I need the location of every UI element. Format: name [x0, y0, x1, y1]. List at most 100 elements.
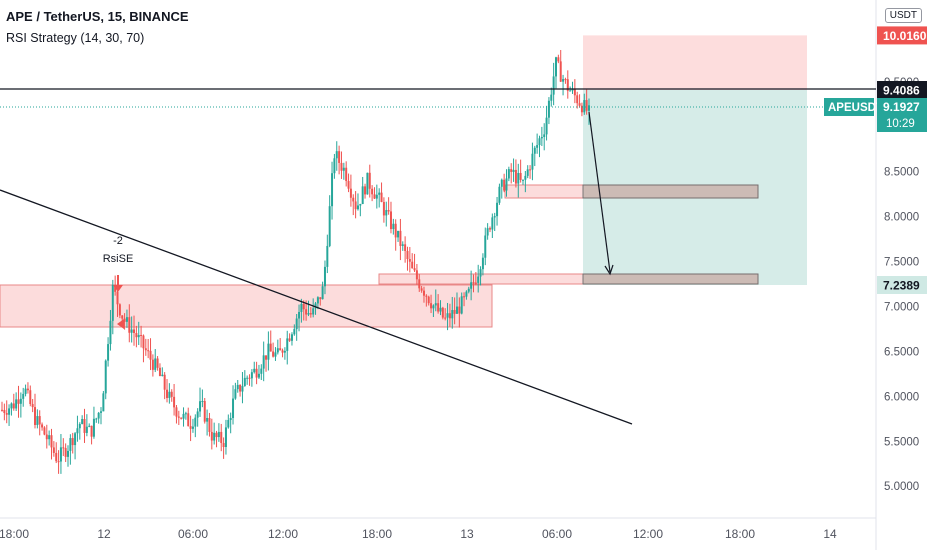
currency-button[interactable]: USDT — [884, 8, 922, 23]
candle-body — [319, 297, 322, 300]
candle-body — [385, 210, 388, 216]
candle-body — [484, 235, 487, 258]
candle-body — [290, 334, 293, 341]
x-axis[interactable]: 18:00 12 06:00 12:00 18:00 13 06:00 12:00 18:00 1… — [0, 527, 837, 541]
candle-body — [373, 194, 376, 199]
candle-body — [26, 388, 29, 391]
candle-body — [432, 305, 435, 309]
candle-body — [52, 447, 55, 453]
candle-body — [274, 352, 277, 357]
projection-arrowhead — [604, 264, 614, 276]
candle-body — [135, 333, 138, 338]
candle-body — [67, 450, 70, 457]
candle-body — [255, 368, 258, 378]
candle-body — [125, 317, 128, 322]
candle-body — [354, 201, 357, 210]
candle-body — [479, 269, 482, 277]
y-tick-label: 8.5000 — [884, 167, 919, 179]
target-price-label: 7.2389 — [883, 279, 920, 293]
candle-body — [316, 297, 319, 304]
candle-body — [458, 306, 461, 314]
indicator-label[interactable]: RSI Strategy (14, 30, 70) — [6, 31, 145, 45]
candle-body — [467, 288, 470, 292]
candle-body — [12, 403, 15, 409]
candle-body — [288, 338, 291, 341]
candle-body — [571, 88, 574, 91]
y-tick-label: 5.0000 — [884, 481, 919, 493]
candle-body — [309, 313, 312, 315]
candle-body — [580, 105, 583, 113]
candle-body — [455, 306, 458, 314]
candle-body — [465, 291, 468, 297]
candle-body — [199, 401, 202, 412]
candle-body — [451, 309, 454, 319]
candle-body — [227, 420, 230, 428]
candle-body — [116, 291, 119, 305]
candle-body — [397, 230, 400, 238]
candle-body — [437, 303, 440, 312]
candle-body — [517, 172, 520, 184]
candle-body — [170, 391, 173, 397]
entry-price-label: 9.4086 — [883, 84, 920, 98]
candle-body — [305, 309, 308, 315]
candle-body — [505, 178, 508, 191]
candle-body — [154, 358, 157, 370]
candle-body — [220, 431, 223, 444]
candle-body — [439, 307, 442, 312]
candle-body — [486, 228, 489, 236]
candle-body — [104, 360, 107, 394]
candle-body — [140, 334, 143, 336]
candle-body — [201, 401, 204, 403]
candle-body — [477, 276, 480, 283]
y-tick-label: 5.5000 — [884, 436, 919, 448]
target-price-label-bg — [877, 276, 927, 294]
candle-body — [326, 245, 329, 267]
candle-body — [404, 244, 407, 251]
candle-body — [114, 284, 117, 292]
candle-body — [588, 105, 590, 111]
candle-body — [453, 309, 456, 314]
y-axis[interactable]: 9.50008.50008.00007.50007.00006.50006.00… — [824, 26, 927, 493]
candle-body — [276, 348, 279, 353]
candle-body — [302, 303, 305, 310]
candle-body — [420, 288, 423, 291]
candle-body — [335, 151, 338, 159]
candle-body — [142, 335, 145, 349]
drawings: -2 RsiSE — [0, 88, 876, 425]
candle-body — [415, 270, 418, 280]
candle-body — [173, 396, 176, 408]
candle-body — [279, 348, 282, 351]
candle-body — [347, 181, 350, 189]
stop-price-label: 10.0160 — [883, 29, 927, 43]
candle-body — [375, 194, 378, 199]
candle-body — [57, 461, 60, 463]
entry-price-label-bg — [877, 81, 927, 99]
candle-body — [85, 426, 88, 433]
candle-body — [585, 100, 588, 111]
candle-body — [55, 452, 58, 462]
x-tick-label: 12 — [97, 527, 111, 541]
candle-body — [342, 167, 345, 171]
candle-body — [463, 296, 466, 298]
candle-body — [45, 434, 48, 440]
candle-body — [107, 344, 110, 361]
candle-body — [503, 179, 506, 191]
candle-body — [163, 374, 166, 390]
candle-body — [22, 393, 25, 399]
candle-body — [389, 211, 392, 230]
candle-body — [78, 424, 81, 429]
candle-body — [380, 192, 383, 202]
candle-body — [128, 317, 131, 333]
candle-body — [507, 169, 510, 179]
candle-body — [583, 100, 586, 113]
candle-body — [550, 94, 553, 101]
x-tick-label: 13 — [460, 527, 474, 541]
candle-body — [368, 172, 371, 189]
candle-body — [333, 158, 336, 174]
exit-marker — [117, 319, 124, 329]
y-tick-label: 6.5000 — [884, 346, 919, 358]
y-tick-label: 6.0000 — [884, 391, 919, 403]
candle-body — [246, 377, 249, 379]
candle-body — [17, 399, 20, 404]
